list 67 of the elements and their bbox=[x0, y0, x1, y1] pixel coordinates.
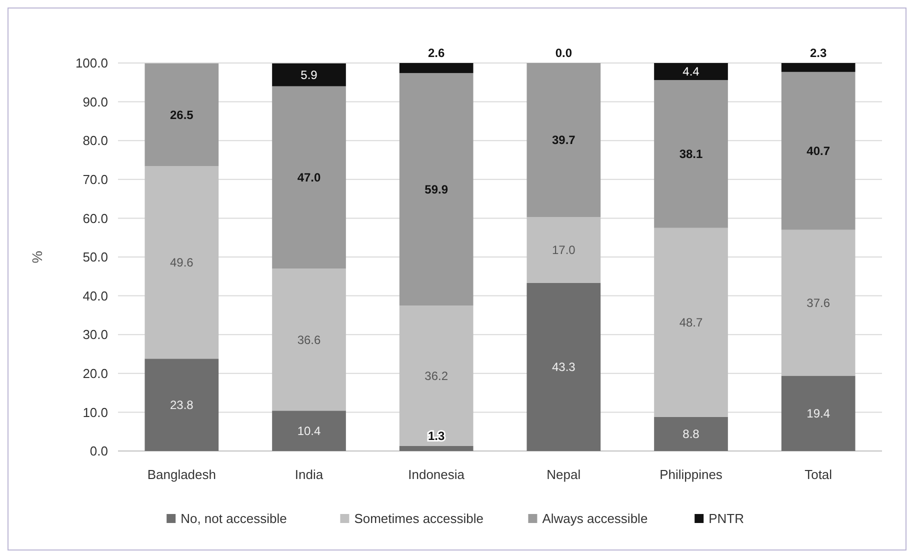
bar bbox=[781, 63, 856, 72]
bar bbox=[144, 358, 219, 451]
y-tick-label: 60.0 bbox=[82, 210, 108, 226]
y-tick-label: 50.0 bbox=[82, 250, 108, 265]
y-tick-label: 0.0 bbox=[90, 444, 108, 459]
data-label: 1.3 bbox=[428, 429, 445, 444]
data-label: 47.0 bbox=[297, 170, 321, 185]
bar bbox=[144, 166, 219, 359]
x-tick-label: Philippines bbox=[660, 467, 723, 482]
data-label: 38.1 bbox=[679, 147, 703, 162]
bar bbox=[399, 63, 474, 74]
data-label: 4.4 bbox=[682, 64, 700, 79]
data-label: 40.7 bbox=[806, 144, 830, 158]
data-label: 37.6 bbox=[806, 296, 830, 310]
legend-label: Sometimes accessible bbox=[354, 511, 484, 526]
y-axis-title: % bbox=[29, 250, 45, 264]
data-label: 17.0 bbox=[552, 243, 576, 258]
legend-label: Always accessible bbox=[542, 511, 648, 526]
data-label: 43.3 bbox=[552, 360, 576, 374]
data-label: 49.6 bbox=[170, 256, 194, 270]
data-label: 36.2 bbox=[424, 368, 448, 383]
data-label: 10.4 bbox=[297, 424, 321, 438]
y-tick-label: 40.0 bbox=[82, 288, 108, 304]
bar bbox=[526, 63, 601, 218]
x-tick-label: Indonesia bbox=[408, 467, 466, 482]
legend-label: No, not accessible bbox=[180, 511, 287, 526]
data-label: 48.7 bbox=[679, 316, 703, 330]
bar bbox=[654, 228, 728, 417]
y-tick-label: 90.0 bbox=[82, 94, 108, 110]
data-label: 2.6 bbox=[428, 46, 445, 60]
data-label: 2.3 bbox=[810, 46, 827, 60]
y-tick-label: 10.0 bbox=[82, 404, 108, 420]
bar bbox=[399, 446, 474, 451]
data-label: 8.8 bbox=[682, 427, 700, 442]
y-tick-label: 20.0 bbox=[82, 366, 108, 381]
data-label: 39.7 bbox=[552, 133, 576, 148]
bar bbox=[654, 63, 728, 80]
data-label: 23.8 bbox=[170, 398, 194, 412]
y-tick-label: 30.0 bbox=[82, 327, 108, 342]
bar bbox=[272, 86, 346, 269]
y-tick-label: 100.0 bbox=[75, 56, 108, 71]
bar bbox=[272, 63, 346, 86]
x-tick-label: India bbox=[294, 467, 324, 482]
data-label: 0.0 bbox=[555, 46, 572, 60]
legend-label: PNTR bbox=[708, 511, 744, 526]
data-label: 5.9 bbox=[300, 68, 318, 82]
y-tick-label: 70.0 bbox=[82, 172, 108, 187]
bar bbox=[272, 268, 346, 411]
bar bbox=[272, 410, 346, 451]
bar bbox=[399, 73, 474, 306]
bar bbox=[654, 416, 728, 451]
bar bbox=[526, 217, 601, 283]
bar bbox=[526, 282, 601, 451]
data-label: 19.4 bbox=[806, 406, 830, 421]
data-label: 59.9 bbox=[424, 182, 448, 196]
bar bbox=[654, 80, 728, 228]
bar bbox=[781, 230, 856, 376]
bar bbox=[144, 63, 219, 166]
data-label: 26.5 bbox=[170, 108, 194, 122]
bar bbox=[781, 376, 856, 451]
bar bbox=[399, 306, 474, 446]
bar bbox=[781, 72, 856, 230]
x-tick-label: Bangladesh bbox=[147, 467, 216, 482]
x-tick-label: Total bbox=[804, 467, 832, 482]
y-tick-label: 80.0 bbox=[82, 133, 108, 148]
data-label: 36.6 bbox=[297, 332, 321, 347]
x-tick-label: Nepal bbox=[546, 467, 581, 482]
